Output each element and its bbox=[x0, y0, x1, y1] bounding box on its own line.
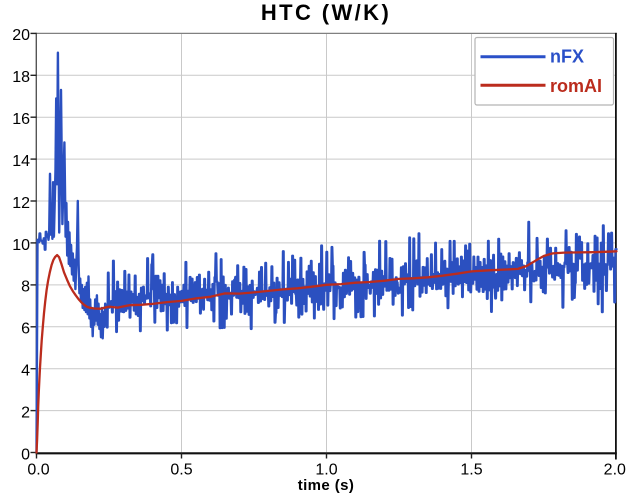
svg-text:8: 8 bbox=[21, 279, 30, 296]
svg-text:18: 18 bbox=[12, 69, 30, 86]
svg-text:1.0: 1.0 bbox=[315, 462, 337, 479]
svg-text:0.0: 0.0 bbox=[27, 462, 49, 479]
svg-text:0.5: 0.5 bbox=[170, 462, 192, 479]
svg-text:romAI: romAI bbox=[550, 76, 602, 96]
svg-text:20: 20 bbox=[12, 27, 30, 44]
svg-text:0: 0 bbox=[21, 446, 30, 463]
svg-text:12: 12 bbox=[12, 195, 30, 212]
svg-text:4: 4 bbox=[21, 363, 30, 380]
svg-text:16: 16 bbox=[12, 111, 30, 128]
svg-text:nFX: nFX bbox=[550, 47, 584, 67]
svg-text:6: 6 bbox=[21, 321, 30, 338]
svg-text:HTC (W/K): HTC (W/K) bbox=[261, 0, 391, 25]
svg-text:1.5: 1.5 bbox=[460, 462, 482, 479]
svg-text:2.0: 2.0 bbox=[604, 462, 626, 479]
svg-text:14: 14 bbox=[12, 153, 30, 170]
svg-text:2: 2 bbox=[21, 404, 30, 421]
svg-text:10: 10 bbox=[12, 237, 30, 254]
svg-text:time (s): time (s) bbox=[298, 477, 355, 494]
